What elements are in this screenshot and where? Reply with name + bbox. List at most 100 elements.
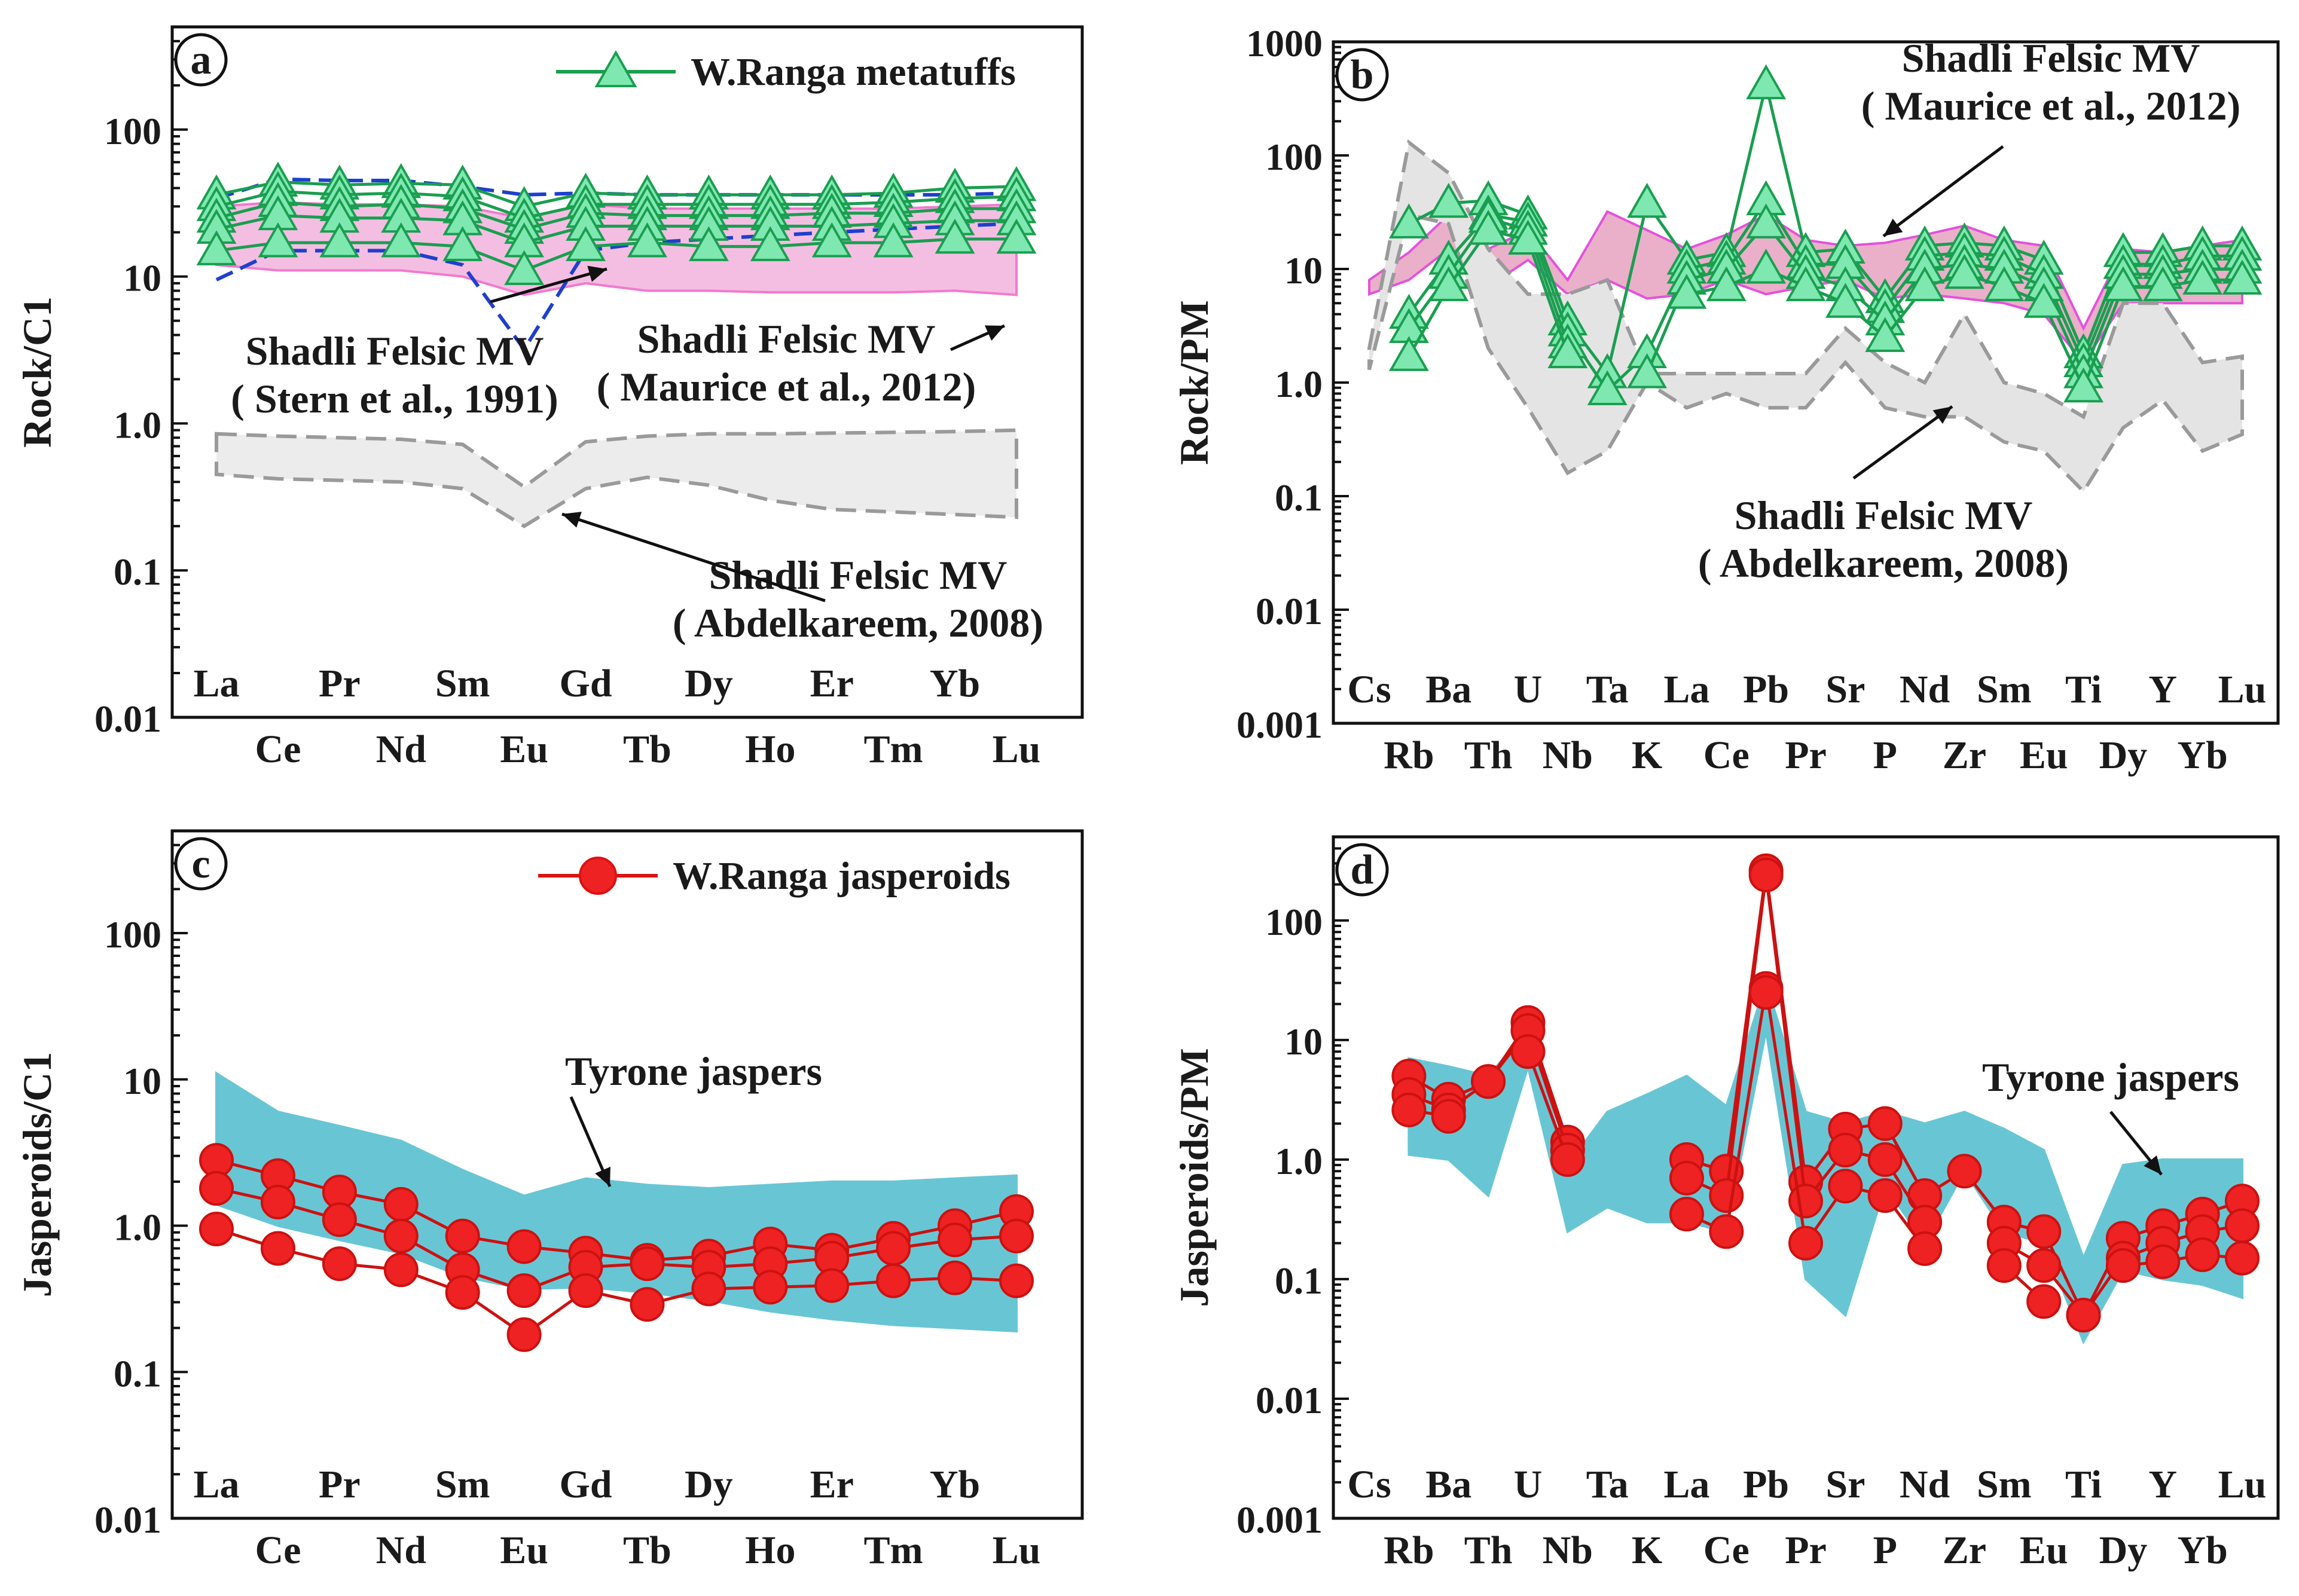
panel-badge	[1335, 48, 1389, 102]
data-point	[873, 222, 914, 258]
y-axis-label: Jasperoids/PM	[1171, 1048, 1217, 1307]
data-point	[383, 1252, 419, 1288]
panel-badge	[174, 33, 228, 87]
y-tick-label: 10	[123, 1060, 161, 1102]
data-point	[1986, 1248, 2022, 1283]
x-tick-label: Lu	[993, 1528, 1041, 1572]
y-tick-label: 0.1	[1275, 1259, 1323, 1302]
legend-marker	[579, 857, 617, 895]
data-point	[2023, 283, 2064, 318]
data-point	[506, 1273, 542, 1308]
data-point	[2105, 1248, 2141, 1283]
y-tick-label: 10	[1284, 1020, 1323, 1063]
data-point	[1428, 182, 1469, 218]
x-tick-label: Zr	[1943, 733, 1986, 777]
annotation-text: ( Stern et al., 1991)	[231, 376, 558, 421]
x-tick-label: Tm	[864, 1528, 923, 1572]
data-point	[938, 1222, 973, 1258]
x-tick-label: Lu	[993, 727, 1041, 771]
x-tick-label: Tm	[864, 727, 923, 771]
x-tick-label: U	[1514, 668, 1543, 711]
y-tick-label: 1.0	[114, 403, 161, 446]
x-tick-label: La	[193, 1463, 239, 1506]
annotation: Shadli Felsic MV( Abdelkareem, 2008)	[561, 512, 1043, 646]
data-point	[814, 1268, 850, 1303]
x-tick-label: Dy	[685, 1463, 733, 1506]
y-tick-label: 1.0	[1275, 363, 1323, 405]
data-point	[566, 226, 606, 261]
y-tick-label: 100	[1265, 901, 1323, 943]
field-0	[215, 1071, 1018, 1333]
field-area	[1408, 979, 2243, 1345]
x-tick-label: Nd	[376, 727, 426, 771]
y-tick-label: 0.01	[94, 698, 161, 740]
data-point	[1788, 1225, 1823, 1261]
x-tick-label: Lu	[2218, 1463, 2267, 1506]
data-point	[1746, 203, 1787, 239]
data-point	[630, 1246, 665, 1282]
y-tick-label: 0.1	[1275, 476, 1323, 519]
data-point	[258, 222, 298, 258]
data-point	[1746, 248, 1787, 284]
data-point	[442, 226, 483, 261]
data-point	[876, 1263, 911, 1298]
field-area	[215, 1071, 1018, 1333]
data-point	[199, 1171, 234, 1206]
y-tick-label: 0.1	[114, 1352, 161, 1395]
x-tick-label: Eu	[500, 1528, 548, 1572]
data-point	[2063, 367, 2103, 403]
x-tick-label: Ti	[2065, 668, 2102, 711]
panel-badge	[1335, 843, 1389, 897]
x-tick-label: Tb	[623, 727, 671, 771]
x-tick-label: Zr	[1943, 1528, 1986, 1572]
data-point	[2225, 1208, 2260, 1243]
data-point	[750, 226, 790, 261]
data-point	[506, 1317, 542, 1352]
data-point	[1666, 274, 1707, 309]
x-tick-label: Pr	[1785, 733, 1827, 777]
panel-letter: a	[191, 37, 212, 83]
x-tick-label: Sr	[1825, 1463, 1865, 1506]
annotation-text: Tyrone jaspers	[565, 1048, 822, 1094]
arrow-head	[562, 512, 582, 528]
data-point	[688, 226, 729, 261]
series-3	[1388, 209, 2263, 403]
x-tick-label: Ce	[1703, 1528, 1750, 1572]
data-point	[2026, 1248, 2062, 1283]
series-line	[1645, 221, 2242, 378]
x-tick-label: Yb	[930, 662, 980, 705]
data-point	[260, 1185, 295, 1220]
annotation: Shadli Felsic MV( Maurice et al., 2012)	[1861, 35, 2240, 237]
data-point	[1627, 353, 1667, 389]
x-tick-label: Dy	[2099, 1528, 2148, 1572]
x-tick-label: Tb	[623, 1528, 671, 1572]
y-tick-label: 100	[1265, 136, 1323, 178]
series-2	[199, 1211, 1034, 1352]
data-point	[322, 1202, 357, 1237]
x-tick-label: Lu	[2218, 668, 2267, 711]
data-point	[383, 1187, 419, 1222]
plot-frame	[170, 829, 1084, 1520]
annotation: Shadli Felsic MV( Stern et al., 1991)	[231, 265, 607, 421]
data-point	[1669, 1160, 1704, 1196]
data-point	[1510, 1034, 1546, 1069]
y-tick-label: 10	[1284, 249, 1323, 292]
data-point	[2026, 1284, 2062, 1319]
x-tick-label: Gd	[560, 662, 612, 705]
data-point	[2182, 259, 2223, 295]
series-line	[1408, 197, 2242, 393]
y-tick-label: 0.001	[1236, 704, 1323, 746]
legend: W.Ranga metatuffs	[556, 50, 1016, 94]
data-point	[445, 1275, 480, 1310]
data-point	[1984, 266, 2025, 301]
panel-badge	[174, 837, 228, 891]
x-tick-label: Nb	[1543, 1528, 1593, 1572]
data-point	[630, 1287, 665, 1322]
x-tick-label: P	[1873, 1528, 1897, 1572]
data-point	[876, 1231, 911, 1266]
x-tick-label: Er	[810, 1463, 854, 1506]
x-tick-label: Cs	[1347, 668, 1391, 711]
data-point	[938, 1260, 973, 1295]
field-area	[215, 428, 1018, 528]
